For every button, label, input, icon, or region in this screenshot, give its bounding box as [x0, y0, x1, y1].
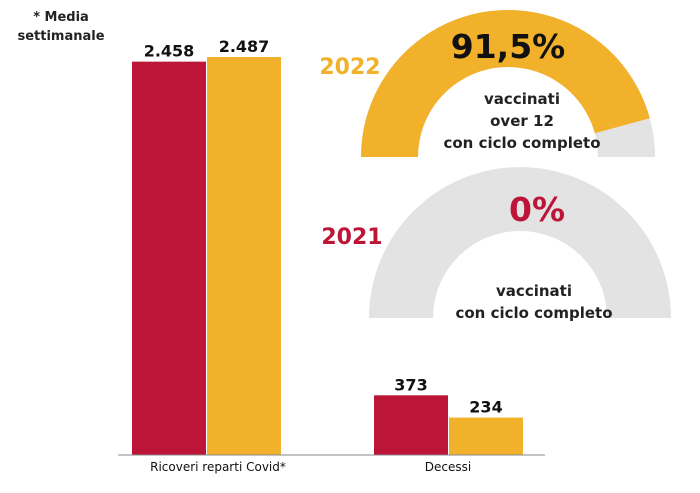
- gauge-2021-caption-1: vaccinati: [496, 282, 572, 300]
- bar-ricoveri-2022: [207, 57, 281, 455]
- gauge-2021-empty: [369, 167, 671, 318]
- gauge-2021-value: 0%: [509, 190, 565, 229]
- footnote-line-2: settimanale: [17, 29, 105, 44]
- gauge-2022-value: 91,5%: [451, 27, 566, 66]
- gauge-2022-caption-3: con ciclo completo: [443, 134, 600, 152]
- data-label-decessi-2022: 234: [469, 398, 502, 417]
- gauge-2022-year: 2022: [319, 55, 380, 80]
- category-label-decessi: Decessi: [425, 460, 471, 474]
- gauge-2021-caption-2: con ciclo completo: [455, 304, 612, 322]
- data-label-ricoveri-2022: 2.487: [219, 37, 270, 56]
- gauge-2022-caption-1: vaccinati: [484, 90, 560, 108]
- footnote: * Media settimanale: [6, 8, 116, 46]
- gauge-2022-fill: [361, 10, 650, 158]
- gauge-2021-year: 2021: [321, 225, 382, 250]
- bar-decessi-2022: [449, 417, 523, 455]
- bar-ricoveri-2021: [132, 61, 206, 456]
- data-label-decessi-2021: 373: [394, 375, 427, 394]
- bar-decessi-2021: [374, 395, 448, 455]
- footnote-line-1: * Media: [33, 10, 89, 25]
- category-label-ricoveri: Ricoveri reparti Covid*: [150, 460, 286, 474]
- data-label-ricoveri-2021: 2.458: [144, 42, 195, 61]
- gauge-2022-caption-2: over 12: [490, 112, 554, 130]
